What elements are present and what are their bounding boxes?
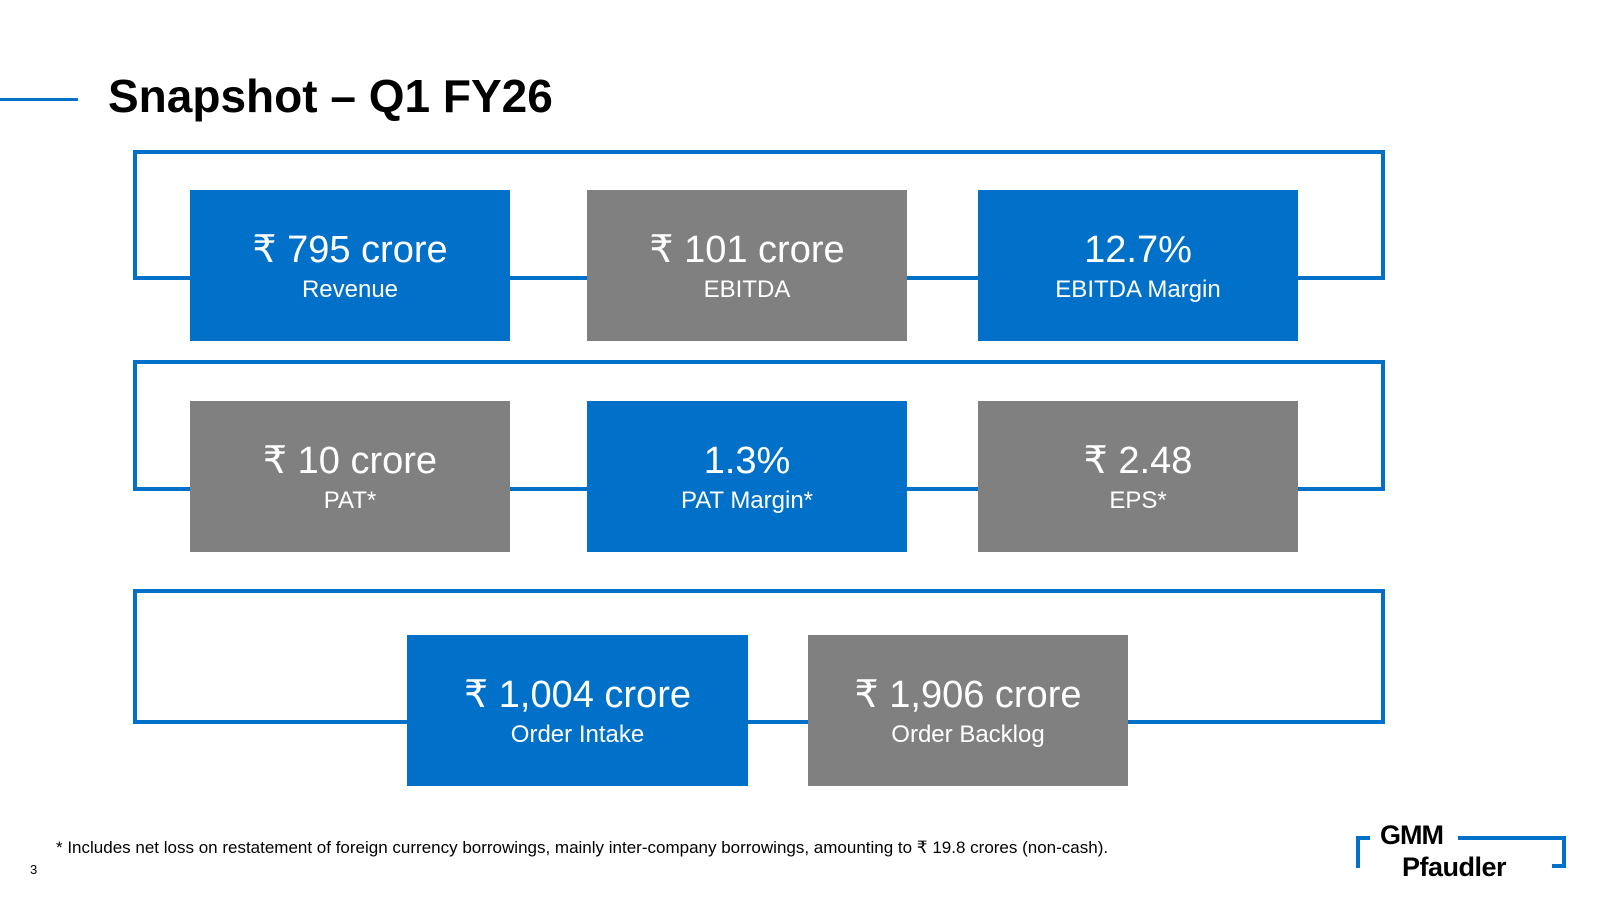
kpi-pat-margin: 1.3% PAT Margin* bbox=[587, 401, 907, 552]
kpi-value: 12.7% bbox=[1084, 228, 1192, 271]
kpi-label: EPS* bbox=[1109, 486, 1167, 514]
kpi-ebitda-margin: 12.7% EBITDA Margin bbox=[978, 190, 1298, 341]
logo-text-gmm: GMM bbox=[1380, 820, 1444, 850]
logo-text-pfaudler: Pfaudler bbox=[1402, 852, 1507, 882]
kpi-label: Order Intake bbox=[510, 720, 645, 748]
logo-line-top bbox=[1458, 836, 1566, 840]
kpi-eps: ₹ 2.48 EPS* bbox=[978, 401, 1298, 552]
kpi-value: ₹ 101 crore bbox=[649, 228, 845, 271]
kpi-value: ₹ 1,004 crore bbox=[464, 673, 691, 716]
kpi-label: Order Backlog bbox=[891, 720, 1045, 748]
kpi-value: ₹ 795 crore bbox=[252, 228, 448, 271]
kpi-value: ₹ 2.48 bbox=[1083, 439, 1193, 482]
logo-bracket-left bbox=[1356, 836, 1370, 868]
footnote: * Includes net loss on restatement of fo… bbox=[56, 838, 1109, 857]
title-accent-rule bbox=[0, 98, 78, 101]
kpi-label: PAT* bbox=[323, 486, 377, 514]
kpi-value: ₹ 1,906 crore bbox=[854, 673, 1082, 716]
kpi-ebitda: ₹ 101 crore EBITDA bbox=[587, 190, 907, 341]
page-title: Snapshot – Q1 FY26 bbox=[108, 70, 553, 122]
logo-bracket-right bbox=[1552, 836, 1566, 868]
kpi-value: ₹ 10 crore bbox=[262, 439, 438, 482]
kpi-order-backlog: ₹ 1,906 crore Order Backlog bbox=[808, 635, 1128, 786]
kpi-order-intake: ₹ 1,004 crore Order Intake bbox=[407, 635, 748, 786]
kpi-label: Revenue bbox=[301, 275, 399, 303]
kpi-label: EBITDA bbox=[703, 275, 791, 303]
company-logo: GMM Pfaudler bbox=[1356, 820, 1566, 886]
kpi-revenue: ₹ 795 crore Revenue bbox=[190, 190, 510, 341]
kpi-value: 1.3% bbox=[703, 439, 791, 482]
kpi-pat: ₹ 10 crore PAT* bbox=[190, 401, 510, 552]
kpi-label: EBITDA Margin bbox=[1055, 275, 1221, 303]
row-3-frame bbox=[133, 589, 1385, 724]
page-number: 3 bbox=[30, 862, 38, 877]
kpi-label: PAT Margin* bbox=[680, 486, 814, 514]
